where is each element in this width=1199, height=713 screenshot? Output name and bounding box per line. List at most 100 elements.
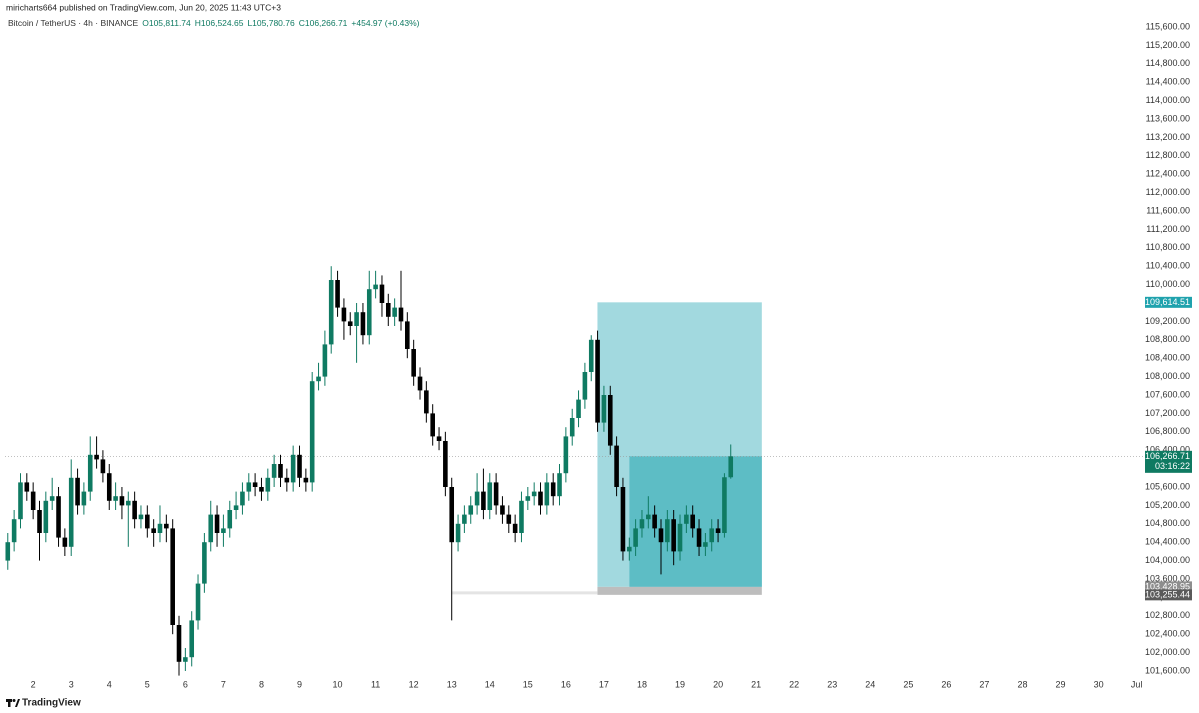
candle-body	[620, 487, 626, 552]
candle-body	[677, 523, 683, 552]
candle-body	[259, 487, 264, 492]
candle-body	[709, 528, 715, 543]
price-tag-label: 103,428.95	[1145, 582, 1190, 592]
candle-body	[278, 464, 283, 478]
candle-body	[170, 528, 175, 625]
candle-body	[601, 395, 607, 423]
price-tag	[1145, 581, 1192, 593]
ohlc-change: +454.97 (+0.43%)	[351, 18, 419, 28]
y-tick-label: 107,200.00	[1145, 408, 1190, 418]
price-tag-label: 109,614.51	[1145, 297, 1190, 307]
candle-body	[265, 477, 271, 492]
candle-body	[37, 510, 42, 533]
x-tick-label: 5	[145, 679, 150, 689]
y-tick-label: 113,600.00	[1146, 113, 1190, 123]
candle-body	[614, 445, 619, 487]
y-tick-label: 108,400.00	[1145, 353, 1190, 363]
y-tick-label: 104,400.00	[1145, 537, 1190, 547]
candle-body	[183, 657, 188, 662]
x-tick-label: 30	[1094, 679, 1104, 689]
candle-body	[493, 482, 499, 506]
candle-body	[221, 528, 226, 533]
candle-body	[417, 376, 423, 391]
candle-body	[284, 477, 290, 483]
candle-body	[176, 625, 182, 662]
candle-body	[113, 496, 118, 501]
candle-body	[671, 519, 676, 552]
candle-body	[18, 482, 23, 520]
candle-body	[233, 505, 239, 510]
candle-body	[354, 312, 359, 326]
candle-body	[607, 395, 613, 446]
candle-body	[106, 473, 112, 501]
x-tick-label: 19	[675, 679, 685, 689]
candle-body	[119, 496, 125, 506]
candle-body	[398, 307, 404, 322]
y-tick-label: 108,000.00	[1145, 371, 1190, 381]
candle-body	[68, 477, 74, 547]
candle-body	[595, 339, 600, 423]
candle-body	[722, 477, 727, 533]
y-tick-label: 104,000.00	[1145, 555, 1190, 565]
candle-body	[633, 528, 638, 547]
candle-body	[531, 491, 537, 497]
stop-zone	[597, 586, 762, 595]
symbol: Bitcoin / TetherUS · 4h · BINANCE	[8, 18, 139, 28]
candle-body	[145, 514, 150, 529]
candle-body	[81, 491, 87, 506]
candle-body	[341, 307, 347, 322]
x-tick-label: 18	[637, 679, 647, 689]
x-tick-label: 12	[409, 679, 419, 689]
price-tag	[1145, 589, 1192, 601]
candle-body	[550, 482, 556, 497]
y-tick-label: 102,400.00	[1145, 629, 1190, 639]
candle-body	[385, 303, 391, 317]
y-tick-label: 114,000.00	[1146, 95, 1190, 105]
y-tick-label: 110,800.00	[1146, 242, 1190, 252]
candle-body	[132, 500, 137, 520]
candle-body	[652, 514, 657, 529]
candle-body	[100, 459, 106, 474]
x-tick-label: 6	[183, 679, 188, 689]
candle-body	[728, 456, 734, 478]
candle-body	[557, 473, 562, 497]
publisher-line: miricharts664 published on TradingView.c…	[6, 2, 281, 12]
y-tick-label: 102,800.00	[1145, 610, 1190, 620]
candle-body	[405, 321, 410, 349]
x-tick-label: 8	[259, 679, 264, 689]
candle-body	[392, 307, 397, 317]
y-tick-label: 103,600.00	[1145, 573, 1190, 583]
candle-body	[696, 528, 702, 547]
candle-body	[690, 514, 695, 529]
candle-body	[582, 372, 588, 400]
x-tick-label: 29	[1056, 679, 1066, 689]
y-tick-label: 111,600.00	[1146, 205, 1190, 215]
candle-body	[240, 491, 245, 506]
candle-body	[588, 339, 594, 372]
x-tick-label: 3	[69, 679, 74, 689]
x-tick-label: 17	[599, 679, 609, 689]
y-tick-label: 112,400.00	[1146, 169, 1190, 179]
candle-body	[563, 436, 569, 474]
candle-body	[639, 519, 645, 529]
y-tick-label: 110,400.00	[1146, 261, 1190, 271]
y-tick-label: 109,200.00	[1145, 316, 1190, 326]
y-tick-label: 112,000.00	[1146, 187, 1190, 197]
candle-body	[208, 514, 214, 543]
candle-body	[49, 496, 55, 501]
brand-logo	[6, 699, 20, 707]
price-tag-label: 103,255.44	[1145, 590, 1190, 600]
ohlc-open: O105,811.74	[142, 18, 191, 28]
candle-body	[62, 537, 68, 547]
legend-line: Bitcoin / TetherUS · 4h · BINANCE O105,81…	[8, 18, 420, 28]
candle-body	[56, 496, 61, 538]
candle-body	[5, 542, 11, 561]
x-tick-label: 16	[561, 679, 571, 689]
candle-body	[443, 441, 448, 487]
candle-body	[500, 505, 505, 515]
y-tick-label: 115,600.00	[1146, 21, 1190, 31]
candle-body	[474, 491, 480, 506]
candle-body	[75, 477, 80, 506]
candle-body	[462, 514, 467, 524]
